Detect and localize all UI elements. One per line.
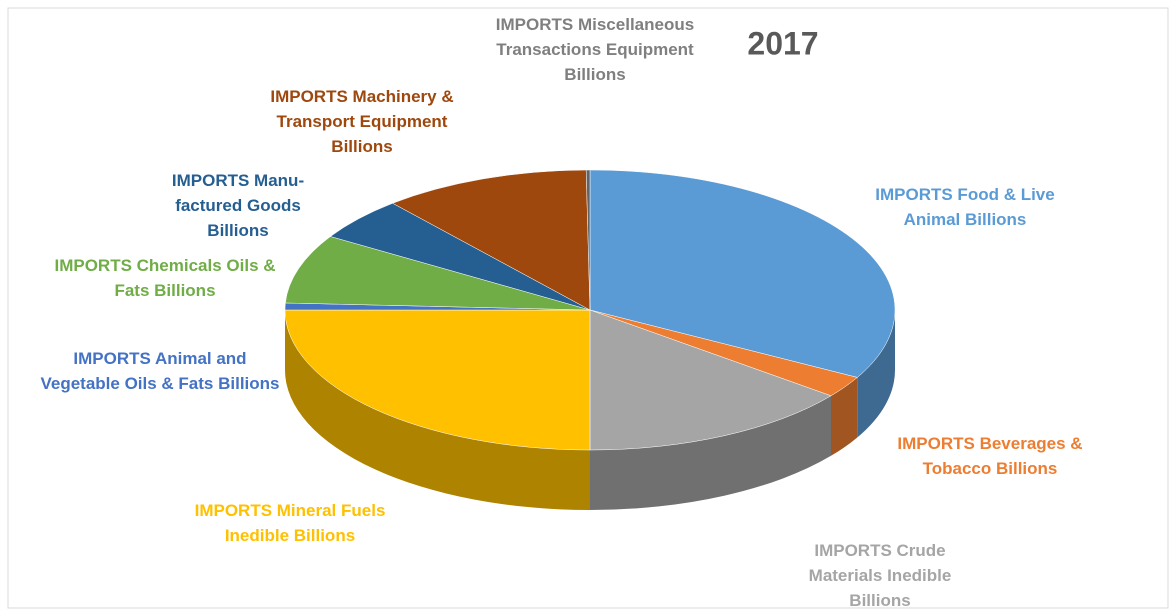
- pie-tops: [284, 169, 896, 451]
- pie-slice-side: [830, 377, 858, 456]
- pie-slice-side: [857, 310, 895, 438]
- pie-slice: [589, 309, 832, 451]
- pie-slice: [285, 236, 591, 311]
- slice-label: IMPORTS Beverages & Tobacco Billions: [897, 434, 1083, 478]
- chart-title: 2017: [747, 25, 818, 61]
- slice-label: IMPORTS Machinery & Transport Equipment …: [270, 87, 454, 156]
- chart-frame: [7, 7, 1169, 609]
- pie-slice: [392, 169, 591, 311]
- slice-label: IMPORTS Manu-factured Goods Billions: [171, 171, 305, 240]
- slice-label: IMPORTS Crude Materials Inedible Billion…: [808, 541, 952, 610]
- pie-slice: [589, 169, 896, 378]
- pie-slice-side: [590, 395, 831, 510]
- slice-label: IMPORTS Animal and Vegetable Oils & Fats…: [40, 349, 280, 393]
- pie-slice-side: [285, 310, 590, 510]
- slice-label: IMPORTS Mineral Fuels Inedible Billions: [194, 501, 386, 545]
- slice-label: IMPORTS Miscellaneous Transactions Equip…: [495, 15, 695, 84]
- pie-sides: [285, 310, 895, 510]
- slice-label: IMPORTS Food & Live Animal Billions: [875, 185, 1055, 229]
- pie-slice: [284, 309, 591, 451]
- slice-label: IMPORTS Chemicals Oils & Fats Billions: [54, 256, 276, 300]
- pie-slice: [585, 169, 591, 311]
